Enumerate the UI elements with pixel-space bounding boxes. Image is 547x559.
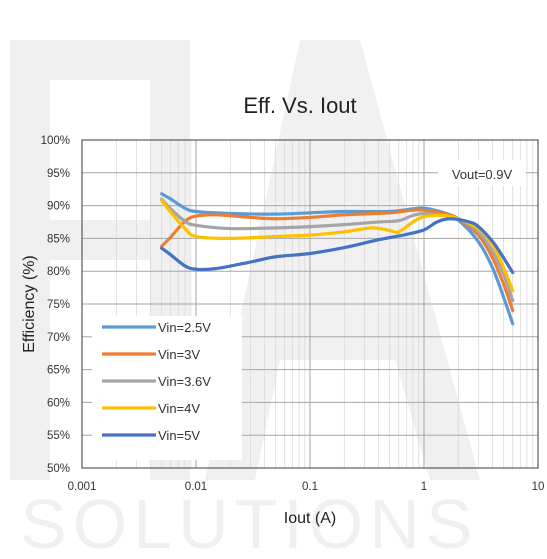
legend-label: Vin=2.5V [158, 320, 211, 335]
legend-label: Vin=4V [158, 401, 200, 416]
y-tick-label: 60% [47, 397, 70, 409]
y-tick-label: 95% [47, 168, 70, 180]
y-axis-label: Efficiency (%) [21, 255, 38, 353]
y-tick-label: 50% [47, 463, 70, 475]
svg-text:SOLUTIONS: SOLUTIONS [20, 485, 479, 559]
legend-label: Vin=3V [158, 347, 200, 362]
y-tick-label: 100% [41, 135, 70, 147]
series-line-3 [160, 197, 515, 303]
x-axis-label: Iout (A) [284, 510, 336, 527]
legend: Vin=2.5V Vin=3V Vin=3.6V Vin=4V Vin=5V [92, 316, 242, 460]
legend-items: Vin=2.5V Vin=3V Vin=3.6V Vin=4V Vin=5V [102, 320, 211, 443]
x-tick-label: 0.1 [302, 481, 318, 493]
x-tick-label: 0.001 [68, 481, 97, 493]
series-line-5 [160, 217, 515, 275]
vout-annotation: Vout=0.9V [452, 167, 513, 182]
chart-title: Eff. Vs. Iout [243, 93, 356, 118]
series-layer [160, 192, 515, 326]
plot-border [81, 139, 539, 469]
y-tick-label: 85% [47, 233, 70, 245]
x-tick-label: 0.01 [185, 481, 207, 493]
y-tick-label: 70% [47, 332, 70, 344]
x-tick-label: 10 [532, 481, 545, 493]
legend-label: Vin=5V [158, 428, 200, 443]
x-tick-label: 1 [421, 481, 427, 493]
y-tick-label: 90% [47, 201, 70, 213]
y-tick-label: 80% [47, 266, 70, 278]
y-tick-label: 75% [47, 299, 70, 311]
y-tick-label: 65% [47, 365, 70, 377]
y-tick-label: 55% [47, 430, 70, 442]
x-tick-labels: 0.001 0.01 0.1 1 10 [68, 481, 545, 493]
series-line-2 [160, 208, 515, 313]
annotation-box [438, 160, 526, 186]
legend-label: Vin=3.6V [158, 374, 211, 389]
y-tick-labels: 50% 55% 60% 65% 70% 75% 80% 85% 90% 95% 100% [41, 135, 70, 475]
